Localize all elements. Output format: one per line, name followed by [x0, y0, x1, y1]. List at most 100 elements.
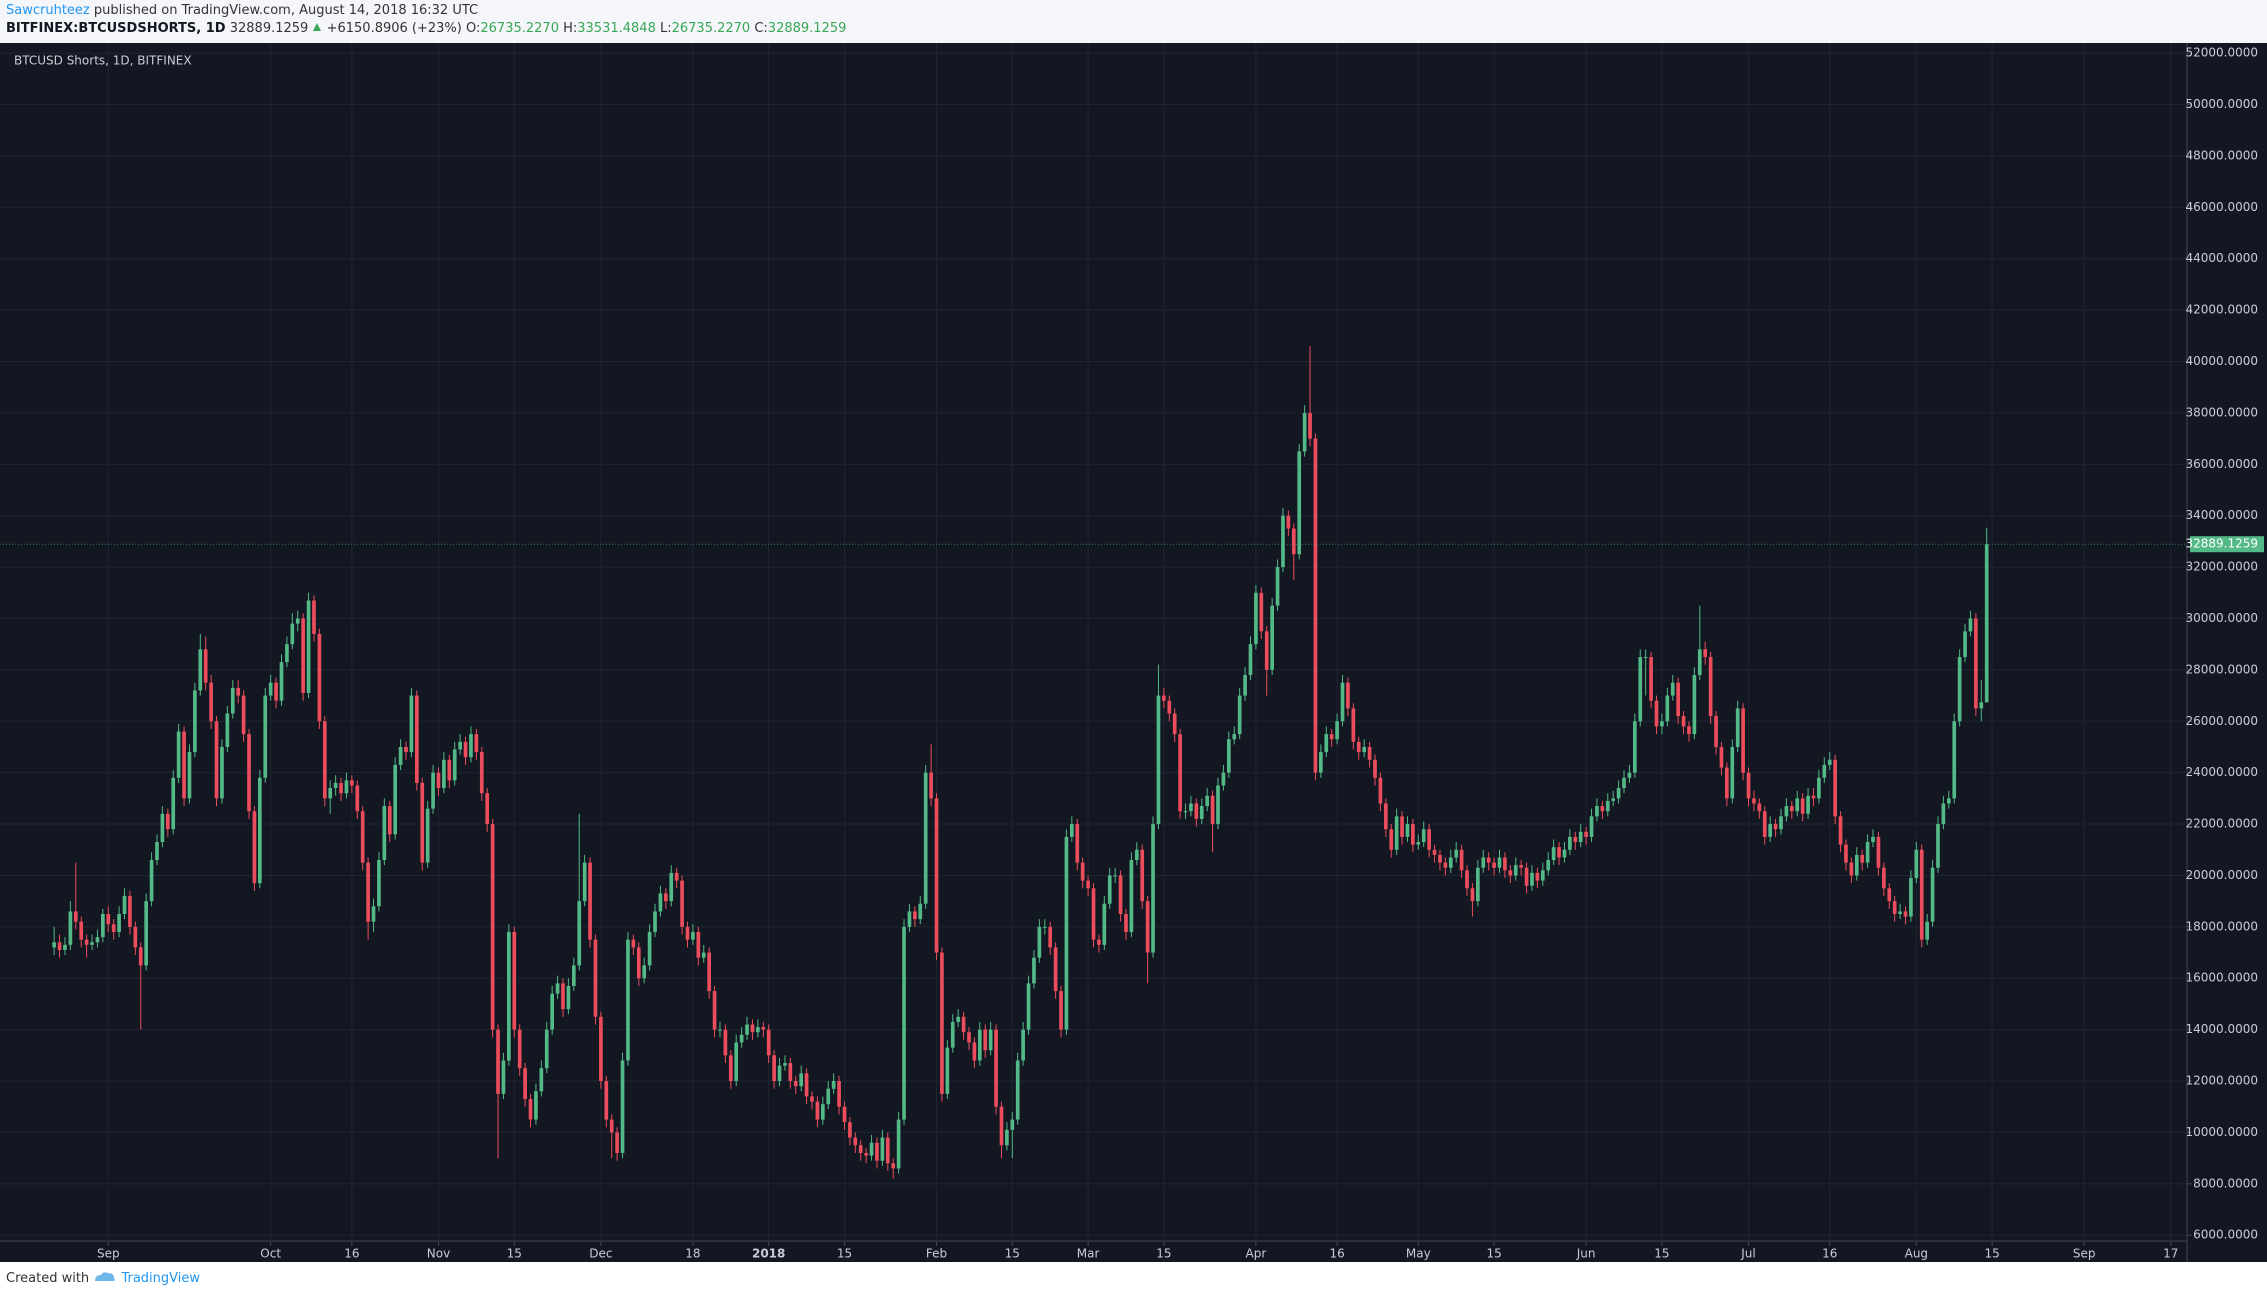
candle-body	[1844, 844, 1848, 863]
candle-body	[1903, 911, 1908, 917]
author-link[interactable]: Sawcruhteez	[6, 3, 90, 18]
candle-body	[739, 1034, 744, 1043]
candle-body	[1086, 880, 1090, 889]
candle-body	[442, 759, 446, 789]
candle-body	[1400, 816, 1404, 837]
candle-body	[588, 862, 592, 940]
candle-body	[1757, 803, 1762, 812]
candle-body	[1243, 675, 1247, 696]
candle-body	[1373, 759, 1377, 778]
symbol: BITFINEX:BTCUSDSHORTS, 1D	[6, 21, 226, 36]
candle-body	[1459, 849, 1464, 871]
candle-body	[1438, 854, 1442, 863]
candle-body	[885, 1137, 890, 1164]
open-label: O:	[466, 21, 481, 36]
x-tick-label: 18	[685, 1247, 700, 1261]
candle-body	[1465, 870, 1469, 889]
candle-body	[669, 872, 674, 902]
candle-body	[187, 752, 192, 799]
candle-body	[1508, 870, 1513, 876]
candle-body	[983, 1029, 988, 1051]
candle-body	[1871, 836, 1875, 843]
candle-body	[1313, 438, 1318, 773]
y-tick-label: 22000.0000	[2185, 817, 2258, 831]
change: +6150.8906 (+23%)	[326, 21, 462, 36]
candle-body	[1930, 867, 1935, 922]
candle-body	[214, 721, 219, 799]
candle-body	[1676, 682, 1680, 717]
last-price-label: 32889.1259	[2185, 537, 2258, 551]
candle-body	[1021, 1029, 1025, 1061]
y-tick-label: 46000.0000	[2185, 200, 2258, 214]
brand-link[interactable]: TradingView	[121, 1271, 200, 1286]
y-tick-label: 18000.0000	[2185, 919, 2258, 933]
candle-body	[258, 777, 262, 884]
candle-body	[1811, 795, 1816, 799]
candle-body	[1622, 777, 1626, 789]
low-label: L:	[659, 21, 672, 36]
candle-body	[1091, 888, 1096, 940]
candle-body	[203, 649, 208, 683]
candle-body	[1389, 829, 1394, 850]
candle-body	[1167, 700, 1172, 714]
candle-body	[1822, 764, 1827, 778]
low-value: 26735.2270	[671, 21, 751, 36]
candle-body	[658, 893, 663, 912]
x-tick-label: Aug	[1905, 1247, 1928, 1261]
publish-info: published on TradingView.com, August 14,…	[93, 3, 479, 18]
candle-body	[398, 746, 403, 765]
candle-body	[1048, 926, 1053, 948]
x-tick-label: 16	[344, 1247, 359, 1261]
candle-body	[1059, 991, 1063, 1030]
candle-body	[555, 983, 560, 994]
candle-body	[907, 911, 912, 927]
candle-body	[1102, 903, 1107, 945]
candle-body	[1394, 816, 1399, 850]
candle-body	[566, 985, 571, 1010]
candle-body	[1800, 798, 1805, 814]
candle-body	[745, 1024, 749, 1035]
y-tick-label: 26000.0000	[2185, 714, 2258, 728]
candle-body	[1681, 716, 1686, 727]
candle-body	[490, 824, 495, 1030]
x-tick-label: Jun	[1576, 1247, 1596, 1261]
candle-body	[1151, 824, 1155, 953]
candle-body	[312, 600, 316, 634]
candle-body	[1308, 412, 1312, 439]
candle-body	[1416, 842, 1421, 845]
candle-body	[1643, 657, 1648, 659]
candle-body	[1714, 716, 1718, 747]
candle-body	[691, 931, 695, 940]
candle-body	[420, 782, 425, 863]
candle-body	[696, 931, 701, 958]
x-tick-label: 15	[1486, 1247, 1501, 1261]
close-value: 32889.1259	[767, 21, 847, 36]
candle-body	[1979, 702, 1984, 709]
candle-body	[301, 618, 305, 693]
candle-body	[1503, 857, 1507, 871]
x-tick-label: Sep	[2073, 1247, 2096, 1261]
candle-body	[1281, 515, 1285, 568]
candle-body	[1443, 862, 1448, 868]
candle-body	[501, 1060, 506, 1094]
candle-body	[1037, 926, 1042, 958]
candle-body	[544, 1029, 549, 1069]
candle-body	[1562, 849, 1567, 858]
candle-body	[1221, 772, 1226, 786]
candle-body	[1860, 854, 1865, 863]
candle-body	[848, 1122, 852, 1138]
candle-body	[766, 1029, 771, 1056]
candle-body	[263, 695, 268, 778]
candle-body	[1476, 867, 1480, 902]
candle-body	[1605, 800, 1610, 812]
candle-body	[122, 896, 127, 914]
candle-body	[945, 1047, 950, 1094]
candle-body	[1351, 708, 1356, 742]
candle-body	[1497, 857, 1502, 868]
candle-body	[1557, 847, 1561, 858]
candle-body	[1254, 592, 1258, 645]
candle-body	[967, 1032, 971, 1043]
candle-body	[176, 731, 181, 778]
candle-body	[1362, 746, 1367, 753]
